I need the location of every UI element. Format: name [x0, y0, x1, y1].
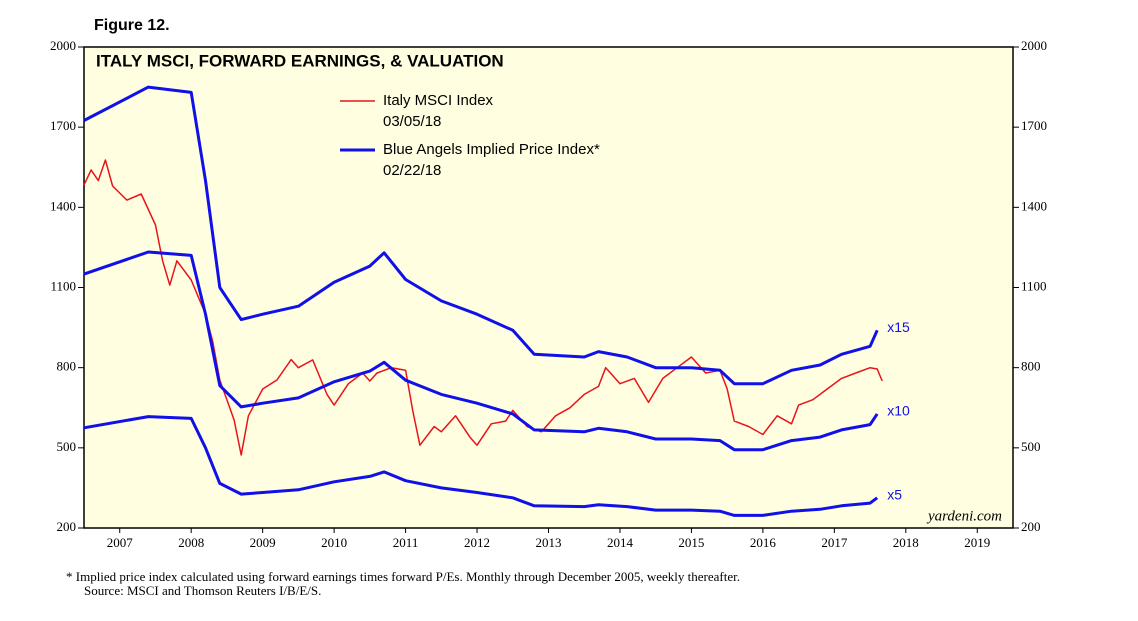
x-tick-label: 2015 — [678, 535, 704, 550]
legend-label: Italy MSCI Index — [383, 92, 494, 109]
x-tick-label: 2016 — [750, 535, 777, 550]
footnote: Source: MSCI and Thomson Reuters I/B/E/S… — [84, 583, 321, 598]
series-annotation: x5 — [887, 487, 902, 503]
footnote: * Implied price index calculated using f… — [66, 569, 740, 584]
y-tick-label: 800 — [57, 359, 77, 374]
y2-tick-label: 1400 — [1021, 198, 1047, 213]
series-line — [83, 85, 879, 386]
x-tick-label: 2014 — [607, 535, 634, 550]
legend-date: 03/05/18 — [383, 113, 441, 130]
y2-tick-label: 1700 — [1021, 118, 1047, 133]
x-tick-label: 2011 — [393, 535, 419, 550]
y-tick-label: 200 — [57, 519, 77, 534]
y2-tick-label: 2000 — [1021, 38, 1047, 53]
x-tick-label: 2012 — [464, 535, 490, 550]
y-tick-label: 1100 — [50, 278, 76, 293]
x-tick-label: 2007 — [107, 535, 134, 550]
y-tick-label: 500 — [57, 439, 77, 454]
series-line — [83, 415, 879, 517]
series-annotation: x15 — [887, 319, 910, 335]
x-tick-label: 2017 — [821, 535, 848, 550]
legend-label: Blue Angels Implied Price Index* — [383, 141, 600, 158]
y-tick-label: 1400 — [50, 198, 76, 213]
series-line — [83, 250, 879, 452]
y-tick-label: 1700 — [50, 118, 76, 133]
series-annotation: x10 — [887, 403, 910, 419]
y-tick-label: 2000 — [50, 38, 76, 53]
x-tick-label: 2009 — [250, 535, 276, 550]
x-tick-label: 2013 — [536, 535, 562, 550]
series-line — [83, 159, 883, 456]
y2-tick-label: 500 — [1021, 439, 1041, 454]
plot-area — [83, 46, 1014, 529]
x-tick-label: 2019 — [964, 535, 990, 550]
x-tick-label: 2010 — [321, 535, 347, 550]
figure-label: Figure 12. — [94, 17, 170, 34]
y2-tick-label: 200 — [1021, 519, 1041, 534]
chart-title: ITALY MSCI, FORWARD EARNINGS, & VALUATIO… — [96, 51, 504, 70]
source-mark: yardeni.com — [926, 508, 1002, 524]
y2-tick-label: 1100 — [1021, 278, 1047, 293]
x-tick-label: 2018 — [893, 535, 919, 550]
legend-date: 02/22/18 — [383, 162, 441, 179]
y2-tick-label: 800 — [1021, 359, 1041, 374]
x-tick-label: 2008 — [178, 535, 204, 550]
